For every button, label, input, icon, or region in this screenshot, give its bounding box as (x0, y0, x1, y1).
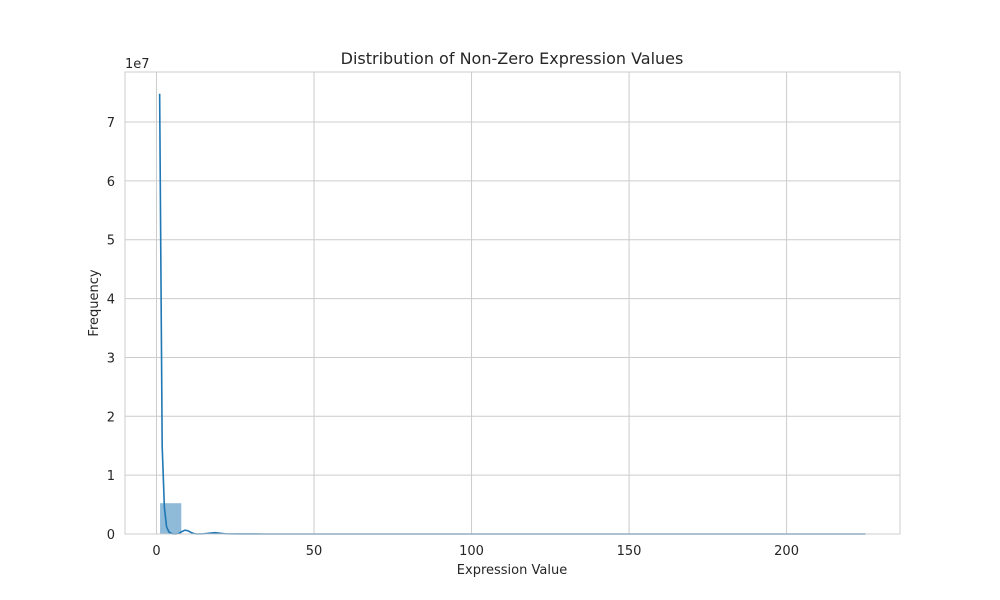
x-axis-label: Expression Value (457, 563, 567, 578)
y-tick-labels: 0 1 2 3 4 5 6 7 (107, 116, 115, 543)
y-tick-label: 2 (107, 410, 115, 425)
plot-frame (124, 71, 901, 535)
y-tick-label: 6 (107, 175, 115, 190)
x-tick-labels: 0 50 100 150 200 (152, 544, 799, 559)
y-tick-label: 7 (107, 116, 115, 131)
x-tick-label: 200 (774, 544, 799, 559)
y-tick-label: 3 (107, 351, 115, 366)
chart-title: Distribution of Non-Zero Expression Valu… (341, 49, 684, 68)
y-tick-label: 5 (107, 234, 115, 249)
x-tick-label: 100 (459, 544, 484, 559)
plot-area (125, 72, 900, 534)
y-tick-label: 4 (107, 293, 115, 308)
y-tick-label: 0 (107, 528, 115, 543)
y-tick-label: 1 (107, 469, 115, 484)
x-tick-label: 50 (306, 544, 323, 559)
y-offset-label: 1e7 (125, 57, 150, 72)
x-tick-label: 0 (152, 544, 160, 559)
y-axis-label: Frequency (87, 269, 102, 336)
histogram-bar (159, 502, 183, 535)
x-tick-label: 150 (617, 544, 642, 559)
